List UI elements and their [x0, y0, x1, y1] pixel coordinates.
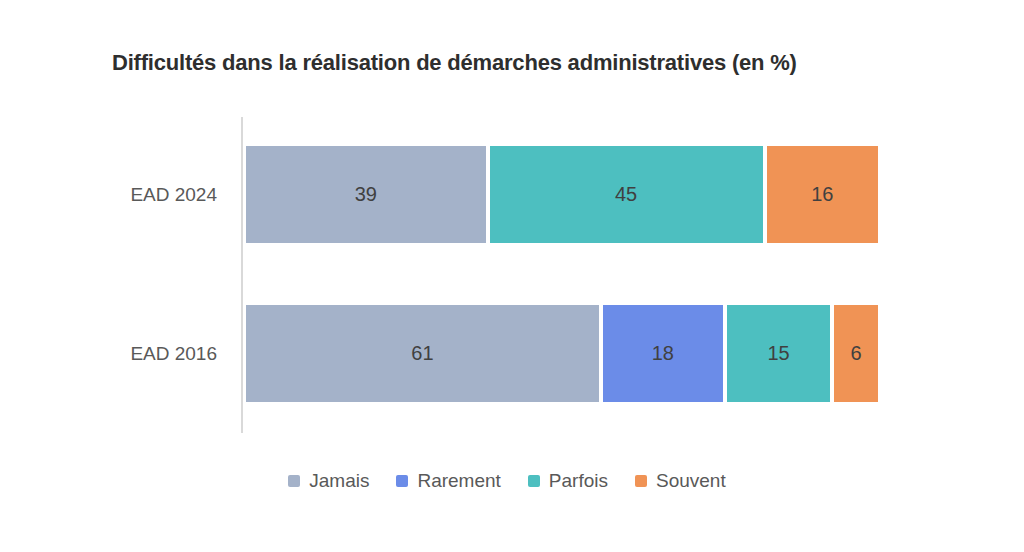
- legend-item-souvent: Souvent: [635, 470, 726, 492]
- segment-value-label: 15: [767, 342, 789, 365]
- legend-label: Rarement: [417, 470, 500, 492]
- bar-segment-souvent: 6: [834, 305, 878, 402]
- plot-area: EAD 2024394516EAD 20166118156: [241, 117, 878, 433]
- bar-segment-jamais: 61: [246, 305, 599, 402]
- legend-item-jamais: Jamais: [288, 470, 369, 492]
- legend-item-parfois: Parfois: [528, 470, 608, 492]
- legend-label: Jamais: [309, 470, 369, 492]
- legend-marker: [635, 475, 647, 487]
- bar-row: EAD 20166118156: [246, 305, 878, 402]
- category-label: EAD 2016: [57, 305, 217, 402]
- category-label: EAD 2024: [57, 146, 217, 243]
- legend-label: Souvent: [656, 470, 726, 492]
- bar-segment-parfois: 45: [490, 146, 763, 243]
- bar-segment-jamais: 39: [246, 146, 486, 243]
- legend-item-rarement: Rarement: [396, 470, 500, 492]
- bar-row: EAD 2024394516: [246, 146, 878, 243]
- segment-value-label: 16: [811, 183, 833, 206]
- legend: Jamais Rarement Parfois Souvent: [112, 467, 902, 495]
- segment-value-label: 18: [652, 342, 674, 365]
- legend-marker: [528, 475, 540, 487]
- segment-value-label: 6: [851, 342, 862, 365]
- chart-title: Difficultés dans la réalisation de démar…: [112, 50, 797, 76]
- bar-segment-rarement: 18: [603, 305, 723, 402]
- bar-segment-souvent: 16: [767, 146, 878, 243]
- legend-marker: [396, 475, 408, 487]
- segment-value-label: 61: [411, 342, 433, 365]
- legend-label: Parfois: [549, 470, 608, 492]
- segment-value-label: 45: [615, 183, 637, 206]
- bar-segment-parfois: 15: [727, 305, 831, 402]
- segment-value-label: 39: [355, 183, 377, 206]
- legend-marker: [288, 475, 300, 487]
